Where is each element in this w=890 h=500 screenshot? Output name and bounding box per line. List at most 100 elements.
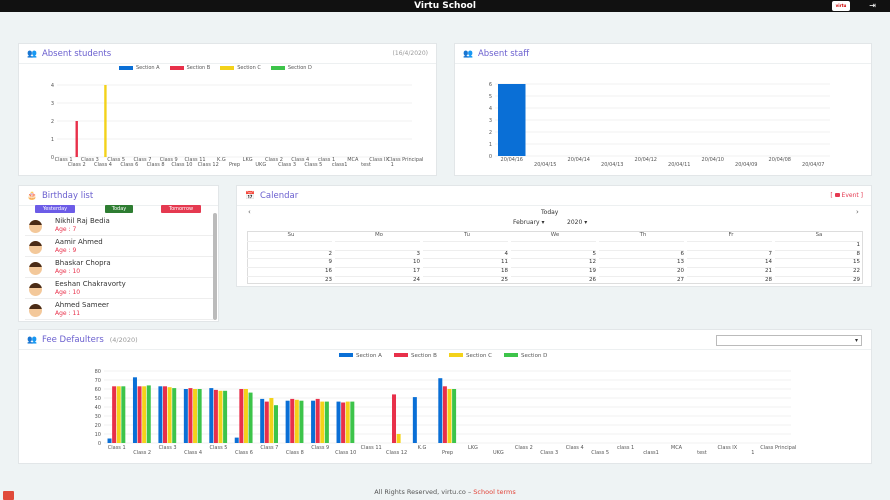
calendar-day[interactable]: 24 bbox=[335, 276, 420, 283]
x-tick-label: Class 9 bbox=[311, 445, 329, 451]
legend-section-d[interactable]: Section D bbox=[270, 65, 312, 71]
x-tick-label: Prep bbox=[229, 162, 240, 168]
bar bbox=[163, 386, 168, 443]
y-tick-label: 10 bbox=[95, 432, 101, 438]
calendar-day[interactable]: 23 bbox=[247, 276, 332, 283]
bar bbox=[273, 405, 278, 443]
y-tick-label: 4 bbox=[51, 83, 54, 89]
today-label[interactable]: Today bbox=[541, 209, 559, 216]
calendar-day[interactable]: 16 bbox=[247, 267, 332, 274]
x-tick-label: Class Principal bbox=[760, 445, 796, 451]
calendar-day[interactable]: 6 bbox=[599, 249, 684, 257]
bar bbox=[290, 398, 295, 443]
y-tick-label: 5 bbox=[489, 94, 492, 100]
birthday-scrollbar[interactable] bbox=[213, 213, 217, 320]
legend-label: Section D bbox=[521, 353, 547, 359]
calendar-day[interactable]: 26 bbox=[511, 276, 596, 283]
x-tick-label: 20/04/13 bbox=[601, 162, 623, 168]
calendar-day[interactable]: 9 bbox=[247, 258, 332, 265]
calendar-day[interactable]: 12 bbox=[511, 258, 596, 265]
x-tick-label: class1 bbox=[332, 162, 348, 168]
fee-class-select[interactable]: ▾ bbox=[716, 335, 862, 346]
calendar-day[interactable]: 8 bbox=[775, 249, 860, 257]
month-select[interactable]: February ▾ bbox=[513, 219, 545, 226]
calendar-day[interactable] bbox=[511, 240, 596, 242]
calendar-day[interactable]: 25 bbox=[423, 276, 508, 283]
x-tick-label: Class 1 bbox=[108, 445, 126, 451]
legend-section-b[interactable]: Section B bbox=[169, 65, 210, 71]
yesterday-button[interactable]: Yesterday bbox=[35, 205, 75, 213]
mail-icon[interactable] bbox=[3, 491, 14, 500]
legend-section-c[interactable]: Section C bbox=[220, 65, 261, 71]
bar bbox=[324, 401, 329, 443]
calendar-day[interactable]: 10 bbox=[335, 258, 420, 265]
bar bbox=[158, 386, 163, 443]
weekday-header: We bbox=[550, 232, 560, 238]
event-link[interactable]: [ Event ] bbox=[830, 192, 863, 199]
bar bbox=[172, 388, 177, 443]
calendar-day[interactable] bbox=[599, 240, 684, 242]
birthday-list-item[interactable]: Eeshan Chakravorty Age : 10 bbox=[25, 278, 213, 299]
bar bbox=[243, 389, 248, 443]
next-month-button[interactable]: › bbox=[856, 208, 859, 216]
today-button[interactable]: Today bbox=[105, 205, 133, 213]
calendar-day[interactable]: 22 bbox=[775, 267, 860, 274]
calendar-day[interactable]: 11 bbox=[423, 258, 508, 265]
calendar-day[interactable]: 15 bbox=[775, 258, 860, 265]
calendar-day[interactable]: 2 bbox=[247, 249, 332, 257]
calendar-day[interactable]: 17 bbox=[335, 267, 420, 274]
year-select[interactable]: 2020 ▾ bbox=[567, 219, 588, 226]
calendar-day[interactable]: 3 bbox=[335, 249, 420, 257]
top-bar: Virtu School virtu ⇥ bbox=[0, 0, 890, 12]
cake-icon: 🎂 bbox=[27, 191, 37, 200]
bar bbox=[412, 397, 417, 443]
calendar-day[interactable] bbox=[687, 240, 772, 242]
fee-defaulters-card: 👥 Fee Defaulters (4/2020) Section A Secti… bbox=[18, 329, 872, 464]
calendar-day[interactable]: 4 bbox=[423, 249, 508, 257]
x-tick-label: K.G bbox=[217, 157, 226, 163]
x-tick-label: UKG bbox=[255, 162, 266, 168]
calendar-day[interactable]: 27 bbox=[599, 276, 684, 283]
legend-swatch bbox=[504, 353, 518, 357]
x-tick-label: Class 1 bbox=[55, 157, 73, 163]
calendar-day[interactable]: 18 bbox=[423, 267, 508, 274]
calendar-day[interactable]: 14 bbox=[687, 258, 772, 265]
calendar-day[interactable]: 20 bbox=[599, 267, 684, 274]
logout-icon[interactable]: ⇥ bbox=[869, 1, 876, 10]
x-tick-label: 20/04/14 bbox=[568, 157, 590, 163]
birthday-list-item[interactable]: Ahmed Sameer Age : 11 bbox=[25, 299, 213, 320]
prev-month-button[interactable]: ‹ bbox=[248, 208, 251, 216]
birthday-list-item[interactable]: Aamir Ahmed Age : 9 bbox=[25, 236, 213, 257]
calendar-day[interactable] bbox=[247, 240, 332, 242]
tomorrow-button[interactable]: Tomorrow bbox=[161, 205, 201, 213]
school-logo[interactable]: virtu bbox=[832, 1, 850, 11]
fee-defaulters-chart: Section A Section B Section C Section D 0 10 2… bbox=[95, 353, 796, 456]
bar bbox=[137, 386, 142, 443]
calendar-day[interactable]: 1 bbox=[775, 240, 860, 248]
legend-label: Section B bbox=[411, 353, 437, 359]
calendar-day[interactable]: 19 bbox=[511, 267, 596, 274]
weekday-header: Tu bbox=[463, 232, 470, 238]
users-icon: 👥 bbox=[27, 49, 37, 58]
school-terms-link[interactable]: School terms bbox=[473, 488, 516, 496]
calendar-day[interactable]: 28 bbox=[687, 276, 772, 283]
bar bbox=[264, 401, 269, 443]
birthday-list-item[interactable]: Nikhil Raj Bedia Age : 7 bbox=[25, 215, 213, 236]
x-tick-label: Class 2 bbox=[265, 157, 283, 163]
app-title: Virtu School bbox=[414, 1, 476, 11]
weekday-header: Fr bbox=[728, 232, 734, 238]
x-tick-label: 20/04/15 bbox=[534, 162, 556, 168]
calendar-day[interactable]: 5 bbox=[511, 249, 596, 257]
calendar-day[interactable] bbox=[335, 240, 420, 242]
birthday-list-item[interactable]: Bhaskar Chopra Age : 10 bbox=[25, 257, 213, 278]
bar bbox=[447, 389, 452, 443]
calendar-day[interactable]: 13 bbox=[599, 258, 684, 265]
calendar-day[interactable]: 29 bbox=[775, 276, 860, 283]
legend-section-a[interactable]: Section A bbox=[119, 65, 160, 71]
legend-swatch bbox=[339, 353, 353, 357]
x-tick-label: Class 5 bbox=[591, 450, 609, 456]
calendar-day[interactable]: 21 bbox=[687, 267, 772, 274]
calendar-day[interactable]: 7 bbox=[687, 249, 772, 257]
absent-staff-header: 👥 Absent staff bbox=[455, 44, 871, 64]
calendar-day[interactable] bbox=[423, 240, 508, 242]
